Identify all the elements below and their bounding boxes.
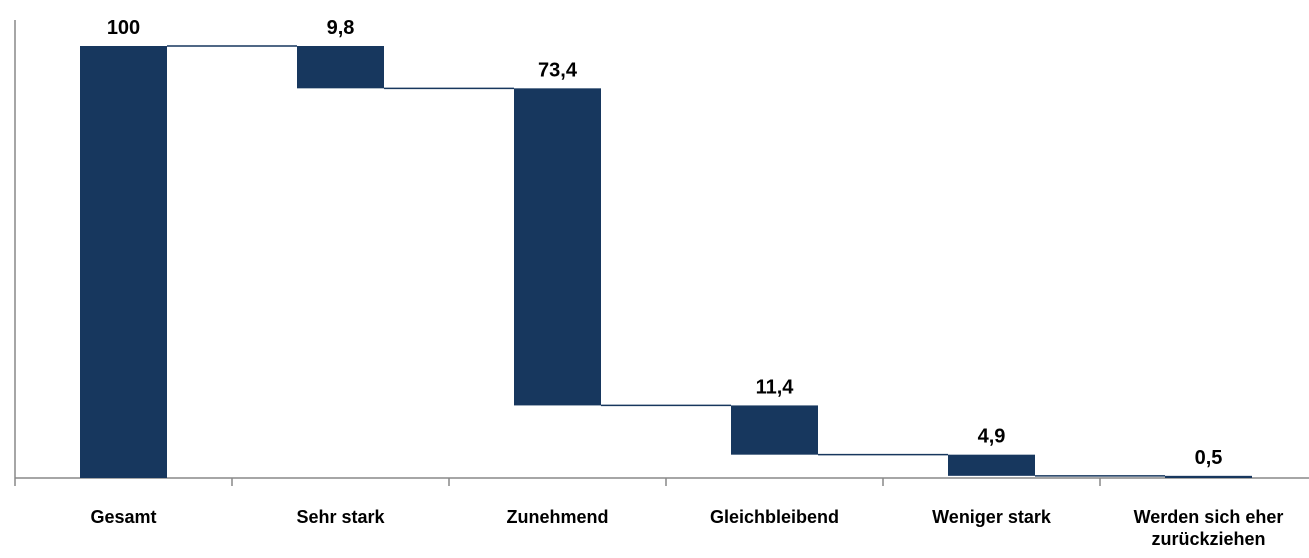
bar xyxy=(1165,475,1252,478)
x-tick-label: Werden sich eher zurückziehen xyxy=(1133,507,1284,549)
value-label: 9,8 xyxy=(327,17,355,39)
value-label: 11,4 xyxy=(756,376,795,398)
x-tick-label: Gesamt xyxy=(90,507,157,527)
value-label: 0,5 xyxy=(1195,447,1223,469)
bar xyxy=(297,46,384,89)
bar xyxy=(731,405,818,455)
bar xyxy=(80,46,167,478)
value-label: 100 xyxy=(107,17,140,39)
x-tick-label: Zunehmend xyxy=(506,507,609,527)
bar xyxy=(514,88,601,406)
x-tick-label: Sehr stark xyxy=(296,507,385,527)
value-label: 73,4 xyxy=(538,59,578,81)
x-tick-label: Gleichbleibend xyxy=(709,507,840,527)
bar xyxy=(948,454,1035,476)
value-label: 4,9 xyxy=(978,426,1006,448)
x-tick-label: Weniger stark xyxy=(932,507,1051,527)
